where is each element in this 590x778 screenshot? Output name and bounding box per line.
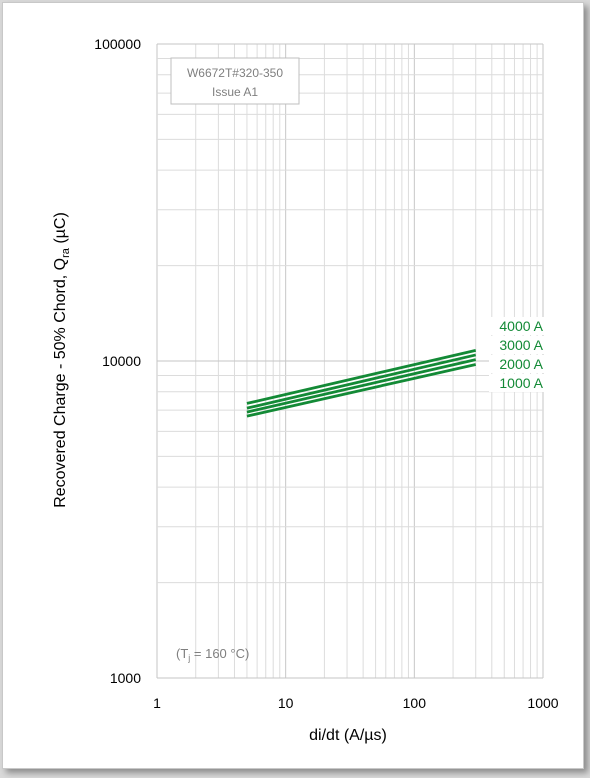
series-label: 4000 A bbox=[499, 318, 543, 334]
y-tick-label: 10000 bbox=[102, 353, 141, 369]
y-tick-label: 100000 bbox=[94, 36, 141, 52]
x-axis-title: di/dt (A/µs) bbox=[309, 727, 387, 744]
tick-labels: 1 10 100 1000 1000 10000 100000 bbox=[94, 36, 558, 711]
x-tick-label: 1000 bbox=[527, 695, 558, 711]
series-label: 1000 A bbox=[499, 375, 543, 391]
x-tick-label: 100 bbox=[403, 695, 427, 711]
series-label: 2000 A bbox=[499, 356, 543, 372]
x-tick-label: 10 bbox=[278, 695, 294, 711]
series-label: 3000 A bbox=[499, 337, 543, 353]
chart-card: 1 10 100 1000 1000 10000 100000 4000 A 3000 A 20… bbox=[2, 2, 584, 769]
y-axis-title: Recovered Charge - 50% Chord, Qra (µC) bbox=[52, 212, 72, 508]
document-id: W6672T#320-350 bbox=[187, 66, 283, 80]
chart: 1 10 100 1000 1000 10000 100000 4000 A 3000 A 20… bbox=[3, 3, 590, 778]
series-line bbox=[247, 355, 476, 408]
x-tick-label: 1 bbox=[153, 695, 161, 711]
y-tick-label: 1000 bbox=[110, 670, 141, 686]
grid-lines bbox=[157, 44, 543, 678]
document-id-box: W6672T#320-350 Issue A1 bbox=[171, 58, 299, 104]
series-lines bbox=[247, 350, 476, 416]
series-line bbox=[247, 364, 476, 416]
series-line bbox=[247, 350, 476, 403]
document-issue: Issue A1 bbox=[212, 85, 258, 99]
series-line bbox=[247, 360, 476, 412]
junction-temperature-note: (Tj = 160 °C) bbox=[176, 646, 249, 663]
